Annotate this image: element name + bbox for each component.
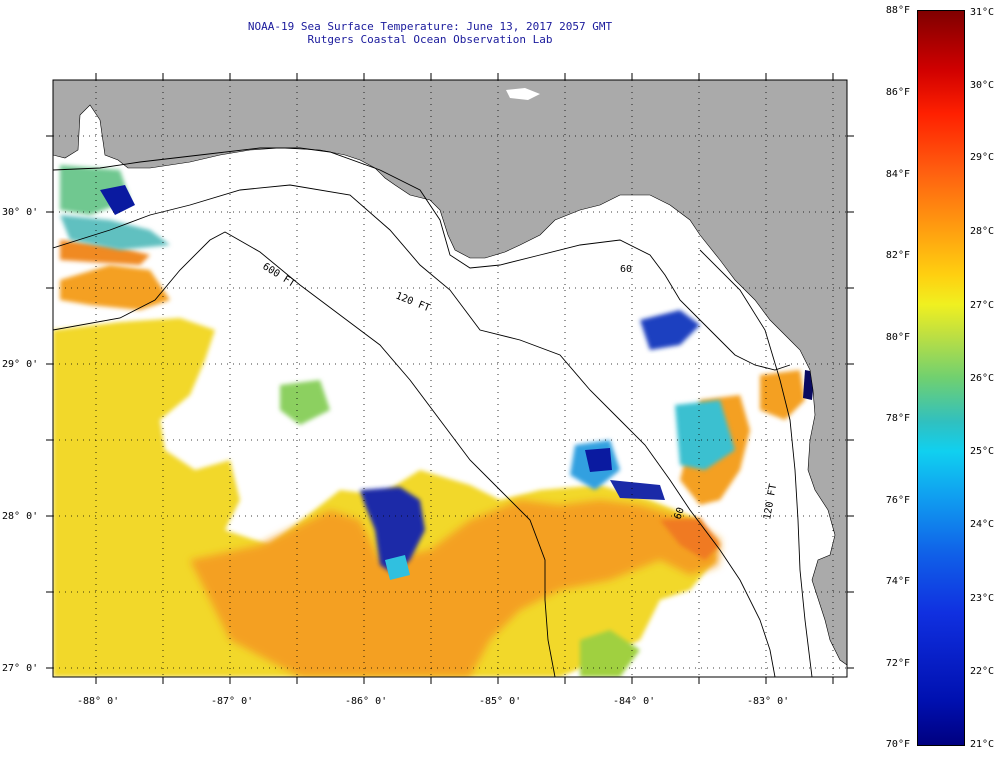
- lake-icon: [506, 88, 540, 100]
- lon-label: -87° 0': [211, 696, 253, 707]
- lon-label: -88° 0': [77, 696, 119, 707]
- colorbar-label-f: 86°F: [885, 87, 910, 98]
- axis-ticks: [46, 73, 854, 684]
- graticule: [53, 80, 847, 677]
- colorbar-label-f: 72°F: [885, 658, 910, 669]
- land-mass: [53, 80, 847, 666]
- colorbar-label-f: 80°F: [885, 332, 910, 343]
- colorbar-label-f: 82°F: [885, 250, 910, 261]
- lon-label: -84° 0': [613, 696, 655, 707]
- contour-label-60: 60: [620, 264, 632, 275]
- colorbar-label-c: 31°C: [970, 7, 995, 18]
- colorbar-label-c: 22°C: [970, 666, 995, 677]
- map-subtitle: Rutgers Coastal Ocean Observation Lab: [307, 33, 553, 46]
- sst-field: [53, 165, 815, 677]
- colorbar-label-c: 24°C: [970, 519, 995, 530]
- lon-label: -86° 0': [345, 696, 387, 707]
- contour-label-60-east: 60: [672, 506, 686, 521]
- colorbar-label-c: 29°C: [970, 152, 995, 163]
- lon-label: -83° 0': [747, 696, 789, 707]
- colorbar-label-c: 21°C: [970, 739, 995, 750]
- colorbar-label-c: 30°C: [970, 80, 995, 91]
- map-title: NOAA-19 Sea Surface Temperature: June 13…: [247, 20, 613, 33]
- lat-label: 28° 0': [2, 511, 38, 522]
- colorbar-label-c: 25°C: [970, 446, 995, 457]
- colorbar-label-c: 28°C: [970, 226, 995, 237]
- lat-label: 30° 0': [2, 207, 38, 218]
- lat-label: 27° 0': [2, 663, 38, 674]
- colorbar-label-f: 88°F: [885, 5, 910, 16]
- colorbar-label-c: 27°C: [970, 300, 995, 311]
- colorbar-label-f: 76°F: [885, 495, 910, 506]
- lon-label: -85° 0': [479, 696, 521, 707]
- colorbar-label-c: 26°C: [970, 373, 995, 384]
- colorbar-label-f: 78°F: [885, 413, 910, 424]
- temperature-colorbar: [917, 10, 965, 746]
- colorbar-label-f: 84°F: [885, 169, 910, 180]
- longitude-labels: -88° 0' -87° 0' -86° 0' -85° 0' -84° 0' …: [77, 696, 789, 707]
- colorbar-label-f: 74°F: [885, 576, 910, 587]
- latitude-labels: 30° 0' 29° 0' 28° 0' 27° 0': [2, 207, 38, 674]
- bathymetry-contours: [53, 147, 813, 677]
- colorbar-label-f: 70°F: [885, 739, 910, 750]
- lat-label: 29° 0': [2, 359, 38, 370]
- colorbar-label-c: 23°C: [970, 593, 995, 604]
- map-frame: [52, 79, 848, 678]
